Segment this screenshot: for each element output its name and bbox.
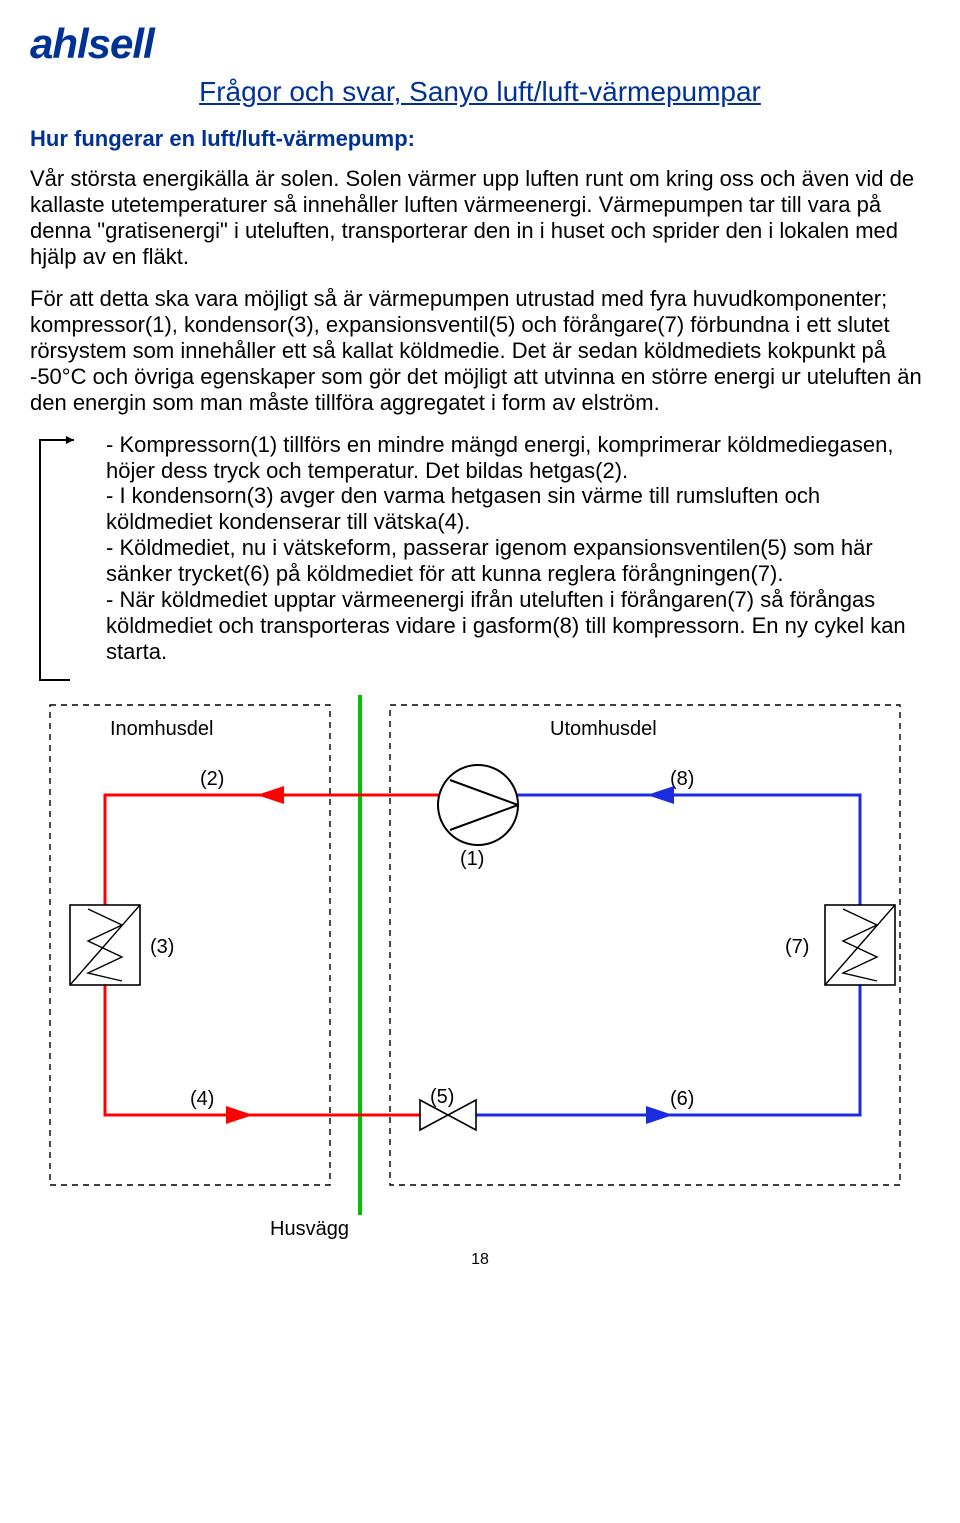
page-title: Frågor och svar, Sanyo luft/luft-värmepu… bbox=[30, 76, 930, 108]
label-husvagg: Husvägg bbox=[270, 1218, 349, 1240]
label-1: (1) bbox=[460, 848, 484, 870]
bullet-2: - I kondensorn(3) avger den varma hetgas… bbox=[106, 483, 930, 535]
label-3: (3) bbox=[150, 936, 174, 958]
bracket-icon bbox=[30, 436, 86, 684]
bullet-block: - Kompressorn(1) tillförs en mindre mäng… bbox=[30, 432, 930, 666]
label-5: (5) bbox=[430, 1086, 454, 1108]
label-2: (2) bbox=[200, 768, 224, 790]
bullet-3: - Köldmediet, nu i vätskeform, passerar … bbox=[106, 535, 930, 587]
question-heading: Hur fungerar en luft/luft-värmepump: bbox=[30, 126, 930, 152]
page-number: 18 bbox=[30, 1251, 930, 1269]
label-6: (6) bbox=[670, 1088, 694, 1110]
paragraph-2: För att detta ska vara möjligt så är vär… bbox=[30, 286, 930, 416]
condenser-icon bbox=[70, 905, 140, 985]
label-4: (4) bbox=[190, 1088, 214, 1110]
paragraph-1: Vår största energikälla är solen. Solen … bbox=[30, 166, 930, 270]
evaporator-icon bbox=[825, 905, 895, 985]
brand-logo: ahlsell bbox=[30, 20, 930, 68]
compressor-icon bbox=[438, 765, 518, 845]
refrigeration-cycle-diagram: Inomhusdel Utomhusdel (1) (2) (3) (4) (5… bbox=[30, 685, 930, 1245]
bullet-4: - När köldmediet upptar värmeenergi ifrå… bbox=[106, 587, 930, 665]
label-utomhus: Utomhusdel bbox=[550, 718, 657, 740]
label-inomhus: Inomhusdel bbox=[110, 718, 213, 740]
label-7: (7) bbox=[785, 936, 809, 958]
bullet-1: - Kompressorn(1) tillförs en mindre mäng… bbox=[106, 432, 930, 484]
label-8: (8) bbox=[670, 768, 694, 790]
